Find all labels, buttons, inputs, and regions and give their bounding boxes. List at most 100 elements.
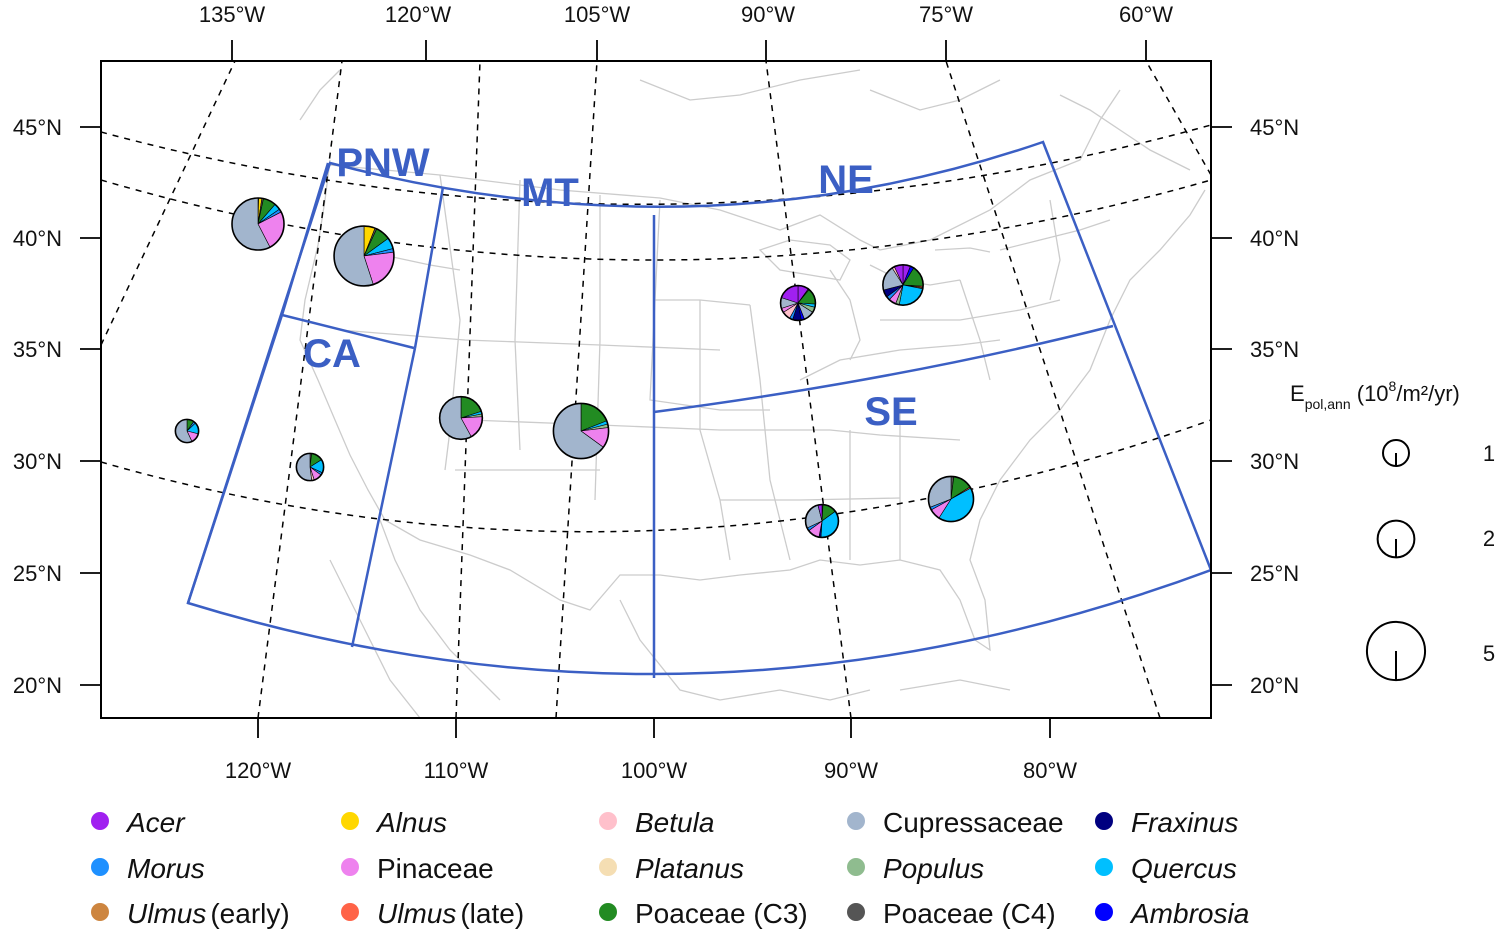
legend-swatch-pinaceae — [341, 858, 359, 876]
legend-swatch-acer — [91, 812, 109, 830]
legend-swatch-betula — [599, 812, 617, 830]
top-lon-label: 105°W — [564, 2, 631, 27]
left-lat-label: 25°N — [13, 561, 62, 586]
pie-ca — [295, 452, 325, 482]
basemap-borders — [299, 69, 1206, 718]
left-ticks — [80, 126, 101, 686]
legend-label-ulmus_late: Ulmus (late) — [377, 898, 524, 929]
pie-slice-cupressaceae — [296, 453, 313, 481]
region-label-pnw: PNW — [336, 141, 430, 185]
legend-label-populus: Populus — [883, 853, 984, 884]
legend-label-morus: Morus — [127, 853, 205, 884]
legend-swatch-ulmus_early — [91, 903, 109, 921]
region-label-mt: MT — [521, 171, 579, 215]
right-lat-label: 45°N — [1250, 115, 1299, 140]
legend-label-fraxinus: Fraxinus — [1131, 807, 1238, 838]
legend-swatch-poaceae_c4 — [847, 903, 865, 921]
left-lat-label: 30°N — [13, 449, 62, 474]
left-lat-label: 45°N — [13, 115, 62, 140]
pie-mt — [438, 395, 484, 441]
top-lon-label: 60°W — [1119, 2, 1173, 27]
legend-swatch-ambrosia — [1095, 903, 1113, 921]
pie-outline — [882, 264, 924, 306]
bottom-lon-label: 90°W — [824, 758, 878, 783]
scale-title-main: E — [1290, 381, 1305, 406]
right-latitude-labels: 45°N 40°N 35°N 30°N 25°N 20°N — [1250, 115, 1299, 698]
legend-label-acer: Acer — [125, 807, 186, 838]
legend-label-quercus: Quercus — [1131, 853, 1237, 884]
legend-label-alnus: Alnus — [375, 807, 447, 838]
region-label-ne: NE — [818, 158, 874, 202]
left-lat-label: 40°N — [13, 226, 62, 251]
pie-se — [927, 475, 975, 523]
pie-slice-quercus — [898, 284, 924, 306]
legend-swatch-fraxinus — [1095, 812, 1113, 830]
legend-swatch-morus — [91, 858, 109, 876]
pie-outline — [804, 503, 840, 539]
bottom-lon-label: 110°W — [424, 758, 489, 783]
pie-ne — [779, 284, 817, 322]
right-ticks — [1211, 126, 1232, 686]
region-label-se: SE — [864, 390, 917, 434]
top-lon-label: 120°W — [385, 2, 452, 27]
bottom-lon-label: 120°W — [225, 758, 292, 783]
pie-outline — [927, 475, 975, 523]
legend-label-ulmus_early: Ulmus (early) — [127, 898, 290, 929]
scale-title: Epol,ann (108/m²/yr) — [1290, 378, 1460, 412]
pie-se — [804, 503, 840, 539]
top-lon-label: 135°W — [199, 2, 266, 27]
legend-swatch-platanus — [599, 858, 617, 876]
scale-value-2: 2 — [1483, 526, 1495, 551]
legend-swatch-ulmus_late — [341, 903, 359, 921]
pie-outline — [174, 418, 200, 444]
legend-swatch-poaceae_c3 — [599, 903, 617, 921]
pie-mt — [552, 402, 610, 460]
pie-ne — [882, 264, 924, 306]
pie-outline — [295, 452, 325, 482]
left-lat-label: 35°N — [13, 337, 62, 362]
pie-pnw — [231, 197, 285, 251]
legend-swatch-alnus — [341, 812, 359, 830]
right-lat-label: 25°N — [1250, 561, 1299, 586]
size-scale-legend: Epol,ann (108/m²/yr) 1 2 5 — [1290, 378, 1495, 682]
scale-value-1: 1 — [1483, 441, 1495, 466]
plot-frame — [100, 60, 1212, 719]
right-lat-label: 30°N — [1250, 449, 1299, 474]
pie-pnw — [333, 225, 395, 287]
legend-label-platanus: Platanus — [635, 853, 744, 884]
legend-swatch-cupressaceae — [847, 812, 865, 830]
legend-label-pinaceae: Pinaceae — [377, 853, 494, 884]
legend-label-poaceae_c3: Poaceae (C3) — [635, 898, 808, 929]
legend-swatch-populus — [847, 858, 865, 876]
right-lat-label: 35°N — [1250, 337, 1299, 362]
legend-label-cupressaceae: Cupressaceae — [883, 807, 1064, 838]
scale-title-unit-suffix: /m²/yr) — [1396, 381, 1460, 406]
top-lon-label: 90°W — [741, 2, 795, 27]
pie-charts — [174, 197, 975, 539]
top-longitude-labels: 135°W 120°W 105°W 90°W 75°W 60°W — [199, 2, 1173, 27]
scale-title-unit-prefix: (10 — [1351, 381, 1389, 406]
bottom-longitude-labels: 120°W 110°W 100°W 90°W 80°W — [225, 758, 1077, 783]
left-lat-label: 20°N — [13, 673, 62, 698]
top-lon-label: 75°W — [919, 2, 973, 27]
taxa-legend: Acer Alnus Betula Cupressaceae Fraxinus Morus… — [91, 807, 1249, 929]
right-lat-label: 20°N — [1250, 673, 1299, 698]
scale-title-exp: 8 — [1389, 378, 1397, 394]
bottom-lon-label: 100°W — [621, 758, 688, 783]
scale-title-sub: pol,ann — [1305, 396, 1351, 412]
bottom-ticks — [257, 718, 1051, 738]
bottom-lon-label: 80°W — [1023, 758, 1077, 783]
pie-outline — [779, 284, 817, 322]
pie-outline — [438, 395, 484, 441]
pie-outline — [552, 402, 610, 460]
pie-ca — [174, 418, 200, 444]
region-boundaries — [186, 140, 1211, 678]
graticule — [101, 61, 1211, 718]
pie-outline — [231, 197, 285, 251]
scale-value-5: 5 — [1483, 641, 1495, 666]
pie-outline — [333, 225, 395, 287]
right-lat-label: 40°N — [1250, 226, 1299, 251]
legend-swatch-quercus — [1095, 858, 1113, 876]
legend-label-betula: Betula — [635, 807, 714, 838]
